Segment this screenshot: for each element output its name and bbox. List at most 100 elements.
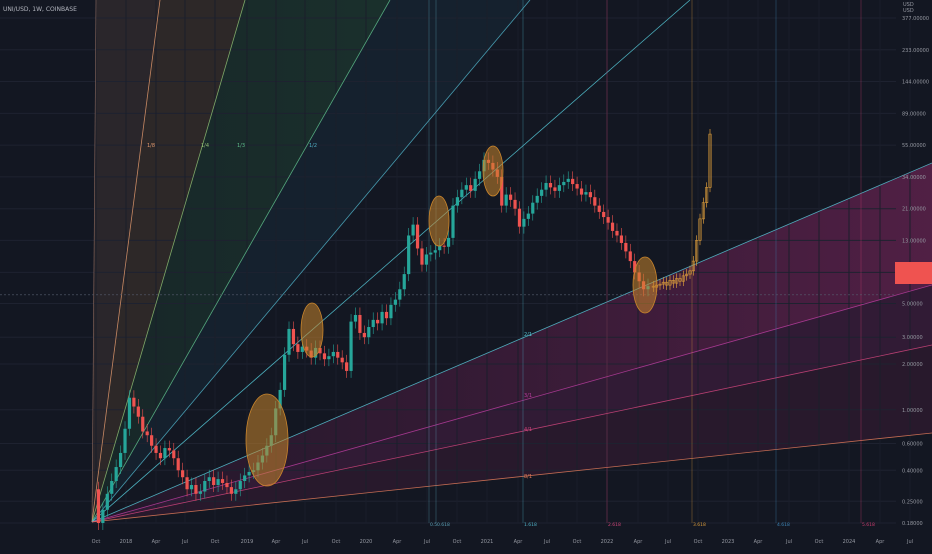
- axis-currency-top: USD: [903, 2, 914, 8]
- fan-label: 8/1: [524, 474, 532, 480]
- candle-body: [243, 475, 247, 482]
- y-tick-label: 13.00000: [902, 238, 926, 244]
- fan-label: 2/1: [524, 332, 532, 338]
- candle-body: [203, 481, 207, 492]
- candle-body: [429, 252, 433, 255]
- highlight-ellipse: [632, 256, 658, 314]
- y-tick-label: 3.00000: [902, 335, 923, 341]
- candle-body: [358, 314, 362, 333]
- candle-body: [566, 178, 570, 182]
- candle-body: [407, 235, 411, 275]
- candle-body: [531, 202, 535, 214]
- candle-body: [380, 311, 384, 324]
- last-price-badge[interactable]: [895, 262, 932, 284]
- projection-body: [671, 280, 675, 284]
- candle-body: [216, 479, 220, 486]
- x-tick-label: 2024: [843, 539, 856, 545]
- candle-body: [398, 289, 402, 300]
- candle-body: [150, 435, 154, 446]
- fan-label: 1/8: [147, 143, 155, 149]
- candle-body: [433, 250, 437, 253]
- candle-body: [393, 299, 397, 305]
- candle-body: [522, 218, 526, 227]
- candle-body: [282, 354, 287, 390]
- candle-body: [384, 311, 389, 319]
- x-tick-label: Oct: [694, 539, 703, 545]
- candle-body: [477, 171, 482, 179]
- symbol-label: UNI/USD, 1W, COINBASE: [3, 6, 77, 13]
- candle-body: [353, 314, 358, 322]
- x-tick-label: 2023: [722, 539, 735, 545]
- projection-body: [665, 281, 669, 286]
- x-tick-label: Oct: [211, 539, 220, 545]
- candle-body: [548, 182, 553, 188]
- candle-body: [247, 471, 251, 476]
- candle-body: [163, 448, 167, 459]
- fan-label: 1/4: [201, 143, 209, 149]
- candle-body: [438, 245, 442, 251]
- y-tick-label: 0.18000: [902, 521, 923, 527]
- fan-ray: [91, 162, 932, 523]
- candle-body: [446, 237, 451, 247]
- candle-body: [322, 353, 327, 360]
- candle-body: [362, 332, 366, 338]
- candle-body: [389, 304, 393, 319]
- candle-body: [229, 487, 233, 494]
- fan-label: 4/1: [524, 427, 532, 433]
- fan-label: 3/1: [524, 393, 532, 399]
- x-tick-label: Oct: [573, 539, 582, 545]
- time-marker-label: 3.618: [693, 522, 706, 528]
- candle-body: [460, 189, 464, 198]
- candle-body: [544, 182, 548, 190]
- candle-body: [504, 194, 508, 206]
- x-tick-label: Jul: [181, 539, 188, 545]
- y-tick-label: 5.00000: [902, 301, 923, 307]
- candle-body: [628, 251, 632, 262]
- x-tick-label: Jul: [543, 539, 550, 545]
- time-marker-label: 1.618: [524, 522, 537, 528]
- candle-body: [513, 199, 517, 209]
- candle-body: [185, 477, 189, 490]
- candle-body: [376, 319, 380, 324]
- projection-body: [685, 273, 689, 277]
- candle-body: [172, 450, 176, 459]
- fan-label: 1/3: [237, 143, 245, 149]
- axis-currency-label: USD USD: [903, 2, 914, 14]
- candle-body: [367, 327, 371, 338]
- x-tick-label: Oct: [815, 539, 824, 545]
- candle-body: [588, 192, 592, 198]
- candle-body: [473, 178, 477, 191]
- x-tick-label: Jul: [785, 539, 792, 545]
- candle-body: [96, 489, 101, 523]
- y-tick-label: 34.00000: [902, 175, 926, 181]
- time-marker-label: 5.618: [862, 522, 875, 528]
- candle-body: [145, 431, 149, 436]
- candle-body: [141, 416, 145, 432]
- candle-body: [136, 406, 140, 417]
- candle-body: [509, 194, 513, 200]
- candle-body: [198, 491, 202, 494]
- candle-body: [575, 184, 579, 189]
- projection-body: [681, 275, 685, 282]
- candle-body: [114, 467, 118, 482]
- x-tick-label: Apr: [634, 539, 644, 545]
- projection-body: [688, 270, 692, 275]
- projection-body: [675, 278, 679, 284]
- x-tick-label: Apr: [876, 539, 886, 545]
- fan-ray: [91, 0, 97, 523]
- x-tick-label: 2018: [120, 539, 133, 545]
- x-tick-label: 2020: [360, 539, 373, 545]
- projection-body: [701, 202, 705, 220]
- projection-body: [661, 281, 665, 285]
- candle-body: [602, 211, 606, 218]
- projection-body: [705, 187, 709, 203]
- fan-ray: [91, 0, 391, 523]
- y-tick-label: 0.25000: [902, 499, 923, 505]
- candle-body: [118, 452, 123, 468]
- x-tick-label: Apr: [754, 539, 764, 545]
- candle-body: [158, 452, 163, 459]
- x-tick-label: 2022: [601, 539, 614, 545]
- candle-body: [424, 254, 428, 265]
- axis-currency-bottom: USD: [903, 8, 914, 14]
